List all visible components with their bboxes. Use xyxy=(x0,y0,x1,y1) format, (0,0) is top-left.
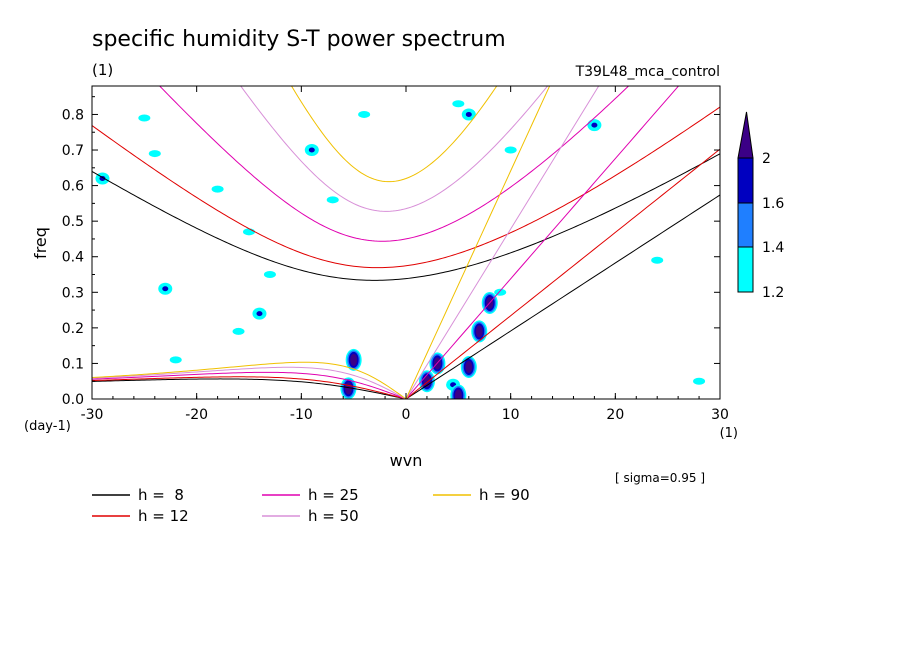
legend-label: h = 90 xyxy=(479,486,530,504)
colorbar-segment xyxy=(737,246,754,293)
dispersion-curves xyxy=(92,86,720,399)
region-core xyxy=(465,111,472,117)
region xyxy=(138,114,151,122)
gravity-wave-curve xyxy=(240,86,549,212)
gravity-wave-curve xyxy=(92,106,720,269)
region xyxy=(232,327,245,335)
legend-label: h = 50 xyxy=(308,507,359,525)
x-tick-label: -30 xyxy=(81,407,104,423)
region xyxy=(169,356,182,364)
legend-label: h = 25 xyxy=(308,486,359,504)
x-tick-label: -10 xyxy=(290,407,313,423)
rossby-wave-curve xyxy=(92,376,407,399)
axes: -30 -20 -10 0 10 20 30 0.0 0.1 0.2 0.3 0.4 0.5 0.6 0.7… xyxy=(62,86,729,423)
plot-frame xyxy=(91,85,721,400)
chart-subtitle-left: (1) xyxy=(92,61,113,79)
region-core xyxy=(591,122,598,128)
region-core xyxy=(308,147,315,153)
legend: h = 8 h = 12 h = 25 h = 50 h = 90 xyxy=(92,486,530,525)
colorbar-segment xyxy=(737,157,754,204)
gravity-wave-curve xyxy=(158,86,630,242)
region-core xyxy=(454,389,462,399)
chart-title: specific humidity S-T power spectrum xyxy=(92,27,506,52)
colorbar-label: 1.2 xyxy=(762,285,784,301)
y-tick-label: 0.5 xyxy=(62,214,84,230)
x-tick-label: 30 xyxy=(711,407,729,423)
region xyxy=(693,377,706,385)
y-tick-label: 0.4 xyxy=(62,250,84,266)
x-tick-label: -20 xyxy=(185,407,208,423)
rossby-wave-curve xyxy=(92,366,407,399)
y-tick-label: 0.3 xyxy=(62,285,84,301)
x-tick-label: 0 xyxy=(402,407,411,423)
y-tick-label: 0.8 xyxy=(62,107,84,123)
region-core xyxy=(465,360,473,373)
region xyxy=(452,100,465,108)
colorbar-arrow xyxy=(737,111,754,159)
rossby-wave-curve xyxy=(92,371,407,399)
x-tick-label: 10 xyxy=(502,407,520,423)
kelvin-wave-curve xyxy=(405,194,720,399)
rossby-wave-curve xyxy=(92,378,407,399)
region-core xyxy=(162,286,169,292)
y-tick-label: 0.2 xyxy=(62,321,84,337)
chart-subtitle-right: T39L48_mca_control xyxy=(575,64,720,80)
region-core xyxy=(475,325,483,338)
x-axis-label: wvn xyxy=(390,451,423,470)
sigma-note: [ sigma=0.95 ] xyxy=(615,471,705,485)
kelvin-wave-curve xyxy=(405,86,551,399)
contour-regions xyxy=(95,100,706,399)
region xyxy=(211,185,224,193)
region xyxy=(243,228,255,236)
y-axis-label: freq xyxy=(31,227,50,259)
gravity-wave-curve xyxy=(92,153,720,281)
colorbar-label: 2 xyxy=(762,151,771,167)
region xyxy=(148,150,161,158)
colorbar: 1.2 1.4 1.6 2 xyxy=(737,111,784,301)
legend-label: h = 8 xyxy=(138,486,184,504)
colorbar-label: 1.6 xyxy=(762,196,784,212)
x-tick-label: 20 xyxy=(606,407,624,423)
region-core xyxy=(256,311,263,317)
colorbar-segment xyxy=(737,202,754,248)
region xyxy=(358,110,371,118)
y-tick-label: 0.6 xyxy=(62,179,84,195)
kelvin-wave-curve xyxy=(405,86,680,399)
region-core xyxy=(350,353,358,366)
y-tick-label: 0.7 xyxy=(62,143,84,159)
gravity-wave-curve xyxy=(290,86,498,183)
colorbar-label: 1.4 xyxy=(762,240,784,256)
y-unit-label: (day-1) xyxy=(24,419,71,434)
rossby-wave-curve xyxy=(92,361,407,399)
region xyxy=(651,256,664,264)
region xyxy=(504,146,517,154)
region-core xyxy=(99,175,106,181)
y-tick-label: 0.0 xyxy=(62,392,84,408)
y-tick-label: 0.1 xyxy=(62,356,84,372)
kelvin-wave-curve xyxy=(405,148,720,399)
legend-label: h = 12 xyxy=(138,507,189,525)
region xyxy=(263,271,276,279)
region xyxy=(326,196,339,204)
region xyxy=(494,288,507,296)
x-unit-label: (1) xyxy=(720,426,738,441)
kelvin-wave-curve xyxy=(405,86,600,399)
